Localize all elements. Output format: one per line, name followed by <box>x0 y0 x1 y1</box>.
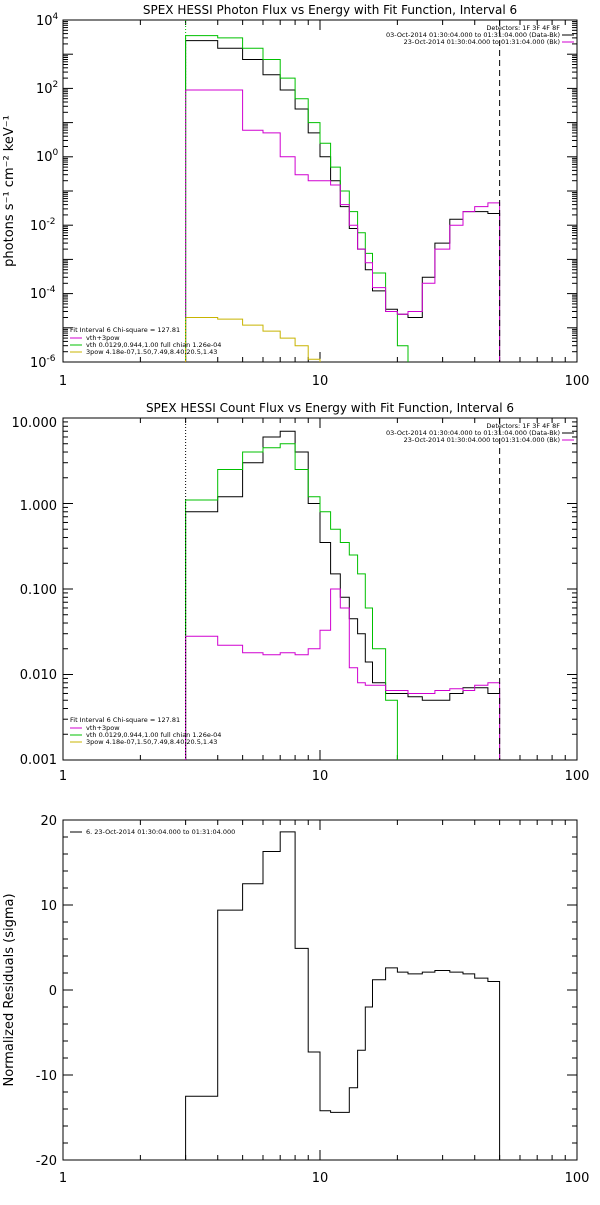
data-series-4 <box>185 317 321 362</box>
y-tick-label: 1.000 <box>20 499 57 514</box>
energy-range-lines <box>185 20 501 362</box>
data-series-group <box>185 35 501 362</box>
y-tick-labels: 20 10 0 -10 -20 <box>36 814 57 1169</box>
y-axis-label: photons s⁻¹ cm⁻² keV⁻¹ <box>2 115 17 267</box>
x-tick-label: 1 <box>59 374 67 389</box>
legend-entry: vth+3pow <box>86 724 120 732</box>
data-series-2 <box>185 35 409 362</box>
y-tick-label: 10-2 <box>30 217 56 234</box>
y-tick-labels: 104 102 100 10-2 10-4 10-6 <box>30 12 59 371</box>
x-tick-label: 100 <box>565 769 590 784</box>
x-tick-label: 10 <box>312 374 329 389</box>
y-tick-label: 0.001 <box>20 753 57 768</box>
legend-entry: Detectors: 1F 3F 4F 8F <box>486 24 560 32</box>
y-tick-label: 104 <box>36 12 59 29</box>
legend-entry: 03-Oct-2014 01:30:04.000 to 01:31:04.000… <box>386 429 560 437</box>
legend-entry: 3pow 4.18e-07,1.50,7.49,8.40,20.5,1.43 <box>86 348 217 356</box>
y-tick-label: -10 <box>36 1069 57 1084</box>
axis-ticks <box>62 20 577 363</box>
data-series-1 <box>185 831 501 1160</box>
legend-entry: Detectors: 1F 3F 4F 8F <box>486 422 560 430</box>
legend-bottom-left: Fit Interval 6 Chi-square = 127.81 vth+3… <box>70 326 221 356</box>
axis-ticks <box>62 819 577 1161</box>
chart-title: SPEX HESSI Photon Flux vs Energy with Fi… <box>143 3 517 17</box>
y-tick-label: 10 <box>40 899 57 914</box>
x-tick-labels: 1 10 100 <box>59 769 590 784</box>
legend-top-right: Detectors: 1F 3F 4F 8F 03-Oct-2014 01:30… <box>386 24 574 46</box>
y-tick-label: 0.100 <box>20 583 57 598</box>
legend-bottom-left: Fit Interval 6 Chi-square = 127.81 vth+3… <box>70 716 221 746</box>
data-series-group <box>185 831 501 1160</box>
x-tick-label: 1 <box>59 769 67 784</box>
legend-entry: 03-Oct-2014 01:30:04.000 to 01:31:04.000… <box>386 31 560 39</box>
legend-entry: 23-Oct-2014 01:30:04.000 to 01:31:04.000… <box>404 38 560 46</box>
y-tick-label: -20 <box>36 1154 57 1169</box>
legend-entry: 6. 23-Oct-2014 01:30:04.000 to 01:31:04.… <box>86 828 235 836</box>
data-series-1 <box>185 430 501 760</box>
energy-range-lines <box>185 418 501 760</box>
data-series-3 <box>185 89 501 362</box>
legend-entry: Fit Interval 6 Chi-square = 127.81 <box>70 716 180 724</box>
panel-count-flux: SPEX HESSI Count Flux vs Energy with Fit… <box>12 401 590 784</box>
x-tick-label: 100 <box>565 1171 590 1186</box>
y-tick-label: 0.010 <box>20 668 57 683</box>
x-tick-label: 1 <box>59 1171 67 1186</box>
legend-top-right: Detectors: 1F 3F 4F 8F 03-Oct-2014 01:30… <box>386 422 574 444</box>
chart-title: SPEX HESSI Count Flux vs Energy with Fit… <box>146 401 514 415</box>
legend-entry: Fit Interval 6 Chi-square = 127.81 <box>70 326 180 334</box>
y-tick-labels: 10.000 1.000 0.100 0.010 0.001 <box>12 416 58 768</box>
legend-entry: vth 0.0129,0.944,1.00 full chian 1.26e-0… <box>86 731 221 739</box>
y-tick-label: 20 <box>40 814 57 829</box>
data-series-3 <box>185 588 501 760</box>
data-series-1 <box>185 40 501 362</box>
x-tick-labels: 1 10 100 <box>59 1171 590 1186</box>
y-tick-label: 10.000 <box>12 416 58 431</box>
panel-photon-flux: SPEX HESSI Photon Flux vs Energy with Fi… <box>2 3 589 389</box>
x-tick-label: 100 <box>565 374 590 389</box>
x-tick-label: 10 <box>312 769 329 784</box>
y-tick-label: 10-4 <box>30 285 56 302</box>
data-series-2 <box>185 443 398 760</box>
legend-entry: vth 0.0129,0.944,1.00 full chian 1.26e-0… <box>86 341 221 349</box>
legend-entry: 23-Oct-2014 01:30:04.000 to 01:31:04.000… <box>404 436 560 444</box>
x-tick-labels: 1 10 100 <box>59 374 590 389</box>
legend-entry: 3pow 4.18e-07,1.50,7.49,8.40,20.5,1.43 <box>86 738 217 746</box>
data-series-group <box>185 430 501 760</box>
y-axis-label: Normalized Residuals (sigma) <box>2 893 17 1086</box>
legend-entry: vth+3pow <box>86 334 120 342</box>
panel-residuals: 20 10 0 -10 -20 1 10 100 Normalized Resi… <box>2 814 589 1186</box>
y-tick-label: 0 <box>49 984 57 999</box>
legend-top-left: 6. 23-Oct-2014 01:30:04.000 to 01:31:04.… <box>70 828 235 836</box>
y-tick-label: 102 <box>36 80 58 97</box>
y-tick-label: 10-6 <box>30 354 56 371</box>
x-tick-label: 10 <box>312 1171 329 1186</box>
y-tick-label: 100 <box>36 148 59 165</box>
